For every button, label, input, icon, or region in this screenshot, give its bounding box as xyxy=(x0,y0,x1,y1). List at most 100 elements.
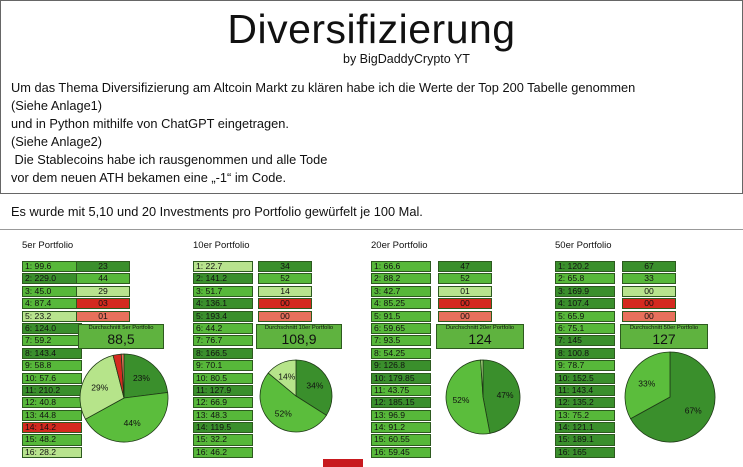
average-box: Durchschnitt 10er Portfolio 108,9 xyxy=(256,324,342,349)
pie-chart: 67% 33% xyxy=(624,351,716,443)
overview-cell: 00 xyxy=(622,285,676,297)
value-cell: 2: 65.8 xyxy=(555,273,615,285)
value-cell: 14: 119.5 xyxy=(193,422,253,434)
value-cell: 9: 70.1 xyxy=(193,360,253,372)
value-cell: 11: 43.75 xyxy=(371,384,431,396)
overview-cell: 14 xyxy=(258,285,312,297)
pie-label: 33% xyxy=(638,378,655,388)
pie-slice xyxy=(480,359,484,398)
average-value: 88,5 xyxy=(107,331,135,347)
pie-label: 23% xyxy=(133,373,150,383)
pie-label: 52% xyxy=(275,408,292,418)
value-cell: 9: 126.8 xyxy=(371,360,431,372)
value-cell: 4: 136.1 xyxy=(193,298,253,310)
average-value: 127 xyxy=(652,331,676,347)
value-cell: 13: 75.2 xyxy=(555,409,615,421)
portfolio-title: 10er Portfolio xyxy=(193,240,250,251)
value-cell: 8: 54.25 xyxy=(371,347,431,359)
value-list: 1: 66.6 2: 88.2 3: 42.7 4: 85.25 5: 91.5 6: 5… xyxy=(371,261,431,459)
average-value: 108,9 xyxy=(281,331,317,347)
overview-cell: 00 xyxy=(622,310,676,322)
value-cell: 15: 48.2 xyxy=(22,434,82,446)
overview-cell: 67 xyxy=(622,261,676,273)
intro-line: vor dem neuen ATH bekamen eine „-1“ im C… xyxy=(11,170,287,185)
value-cell: 12: 135.2 xyxy=(555,397,615,409)
value-cell: 15: 60.55 xyxy=(371,434,431,446)
pie-label: 52% xyxy=(452,395,469,405)
value-cell: 4: 107.4 xyxy=(555,298,615,310)
value-cell: 6: 59.65 xyxy=(371,322,431,335)
value-cell: 15: 32.2 xyxy=(193,434,253,446)
pie-slice xyxy=(79,354,125,420)
overview-cell: 52 xyxy=(258,273,312,285)
value-cell: 4: 85.25 xyxy=(371,298,431,310)
value-cell: 16: 28.2 xyxy=(22,446,82,458)
value-cell: 5: 193.4 xyxy=(193,310,253,322)
value-cell: 5: 65.9 xyxy=(555,310,615,322)
value-cell: 11: 210.2 xyxy=(22,384,82,396)
value-list: 1: 99.6 2: 229.0 3: 45.0 4: 87.4 5: 23.2 6: 1… xyxy=(22,261,82,459)
pie-slice xyxy=(259,372,327,433)
pie-slice xyxy=(267,359,297,397)
portfolio-title: 5er Portfolio xyxy=(22,240,74,251)
value-cell: 1: 66.6 xyxy=(371,261,431,273)
average-box: Durchschnitt 20er Portfolio 124 xyxy=(436,324,524,349)
value-list: 1: 120.2 2: 65.8 3: 169.9 4: 107.4 5: 65.9 6:… xyxy=(555,261,615,459)
pie-chart: 34% 52% 14% xyxy=(259,359,333,433)
value-cell: 2: 141.2 xyxy=(193,273,253,285)
value-cell: 10: 179.85 xyxy=(371,372,431,384)
average-label: Durchschnitt 10er Portfolio xyxy=(264,325,334,331)
value-cell: 2: 88.2 xyxy=(371,273,431,285)
value-cell: 10: 80.5 xyxy=(193,372,253,384)
value-cell: 13: 48.3 xyxy=(193,409,253,421)
intro-line: Die Stablecoins habe ich rausgenommen un… xyxy=(11,152,328,167)
average-box: Durchschnitt 50er Portfolio 127 xyxy=(620,324,708,349)
pie-slice xyxy=(630,351,716,443)
average-value: 124 xyxy=(468,331,492,347)
pie-label: 34% xyxy=(306,381,323,391)
value-cell: 11: 143.4 xyxy=(555,384,615,396)
value-cell: 7: 145 xyxy=(555,335,615,347)
intro-line: und in Python mithilfe von ChatGPT einge… xyxy=(11,116,289,131)
value-cell: 9: 78.7 xyxy=(555,360,615,372)
portfolio-title: 50er Portfolio xyxy=(555,240,612,251)
overview-cell: 23 xyxy=(76,261,130,273)
byline: by BigDaddyCrypto YT xyxy=(343,52,470,66)
value-cell: 10: 57.6 xyxy=(22,372,82,384)
value-cell: 14: 91.2 xyxy=(371,422,431,434)
overview-cell: 34 xyxy=(258,261,312,273)
overview-cell: 00 xyxy=(258,298,312,310)
value-cell: 1: 120.2 xyxy=(555,261,615,273)
portfolio-title: 20er Portfolio xyxy=(371,240,428,251)
legend-swatch xyxy=(323,459,363,467)
overview-cell: 00 xyxy=(622,298,676,310)
value-cell: 7: 93.5 xyxy=(371,335,431,347)
overview-list: 67 33 00 00 00 xyxy=(622,261,676,323)
intro-line: (Siehe Anlage2) xyxy=(11,134,103,149)
value-cell: 8: 100.8 xyxy=(555,347,615,359)
pie-label: 67% xyxy=(685,406,702,416)
pie-slice xyxy=(123,353,169,399)
pie-slice xyxy=(120,353,125,399)
overview-cell: 47 xyxy=(438,261,492,273)
value-cell: 12: 185.15 xyxy=(371,397,431,409)
overview-list: 34 52 14 00 00 xyxy=(258,261,312,323)
pie-label: 47% xyxy=(497,390,514,400)
pie-slice xyxy=(482,359,521,434)
overview-list: 47 52 01 00 00 xyxy=(438,261,492,323)
value-cell: 6: 124.0 xyxy=(22,322,82,335)
value-cell: 8: 166.5 xyxy=(193,347,253,359)
value-cell: 12: 40.8 xyxy=(22,397,82,409)
overview-list: 23 44 29 03 01 xyxy=(76,261,130,323)
value-cell: 16: 46.2 xyxy=(193,446,253,458)
page-title: Diversifizierung xyxy=(227,6,516,52)
value-list: 1: 22.7 2: 141.2 3: 51.7 4: 136.1 5: 193.4 6:… xyxy=(193,261,253,459)
overview-cell: 44 xyxy=(76,273,130,285)
value-cell: 11: 127.9 xyxy=(193,384,253,396)
intro-line: Um das Thema Diversifizierung am Altcoin… xyxy=(11,80,636,95)
value-cell: 8: 143.4 xyxy=(22,347,82,359)
value-cell: 6: 75.1 xyxy=(555,322,615,335)
value-cell: 13: 44.8 xyxy=(22,409,82,421)
pie-label: 29% xyxy=(91,383,108,393)
overview-cell: 33 xyxy=(622,273,676,285)
